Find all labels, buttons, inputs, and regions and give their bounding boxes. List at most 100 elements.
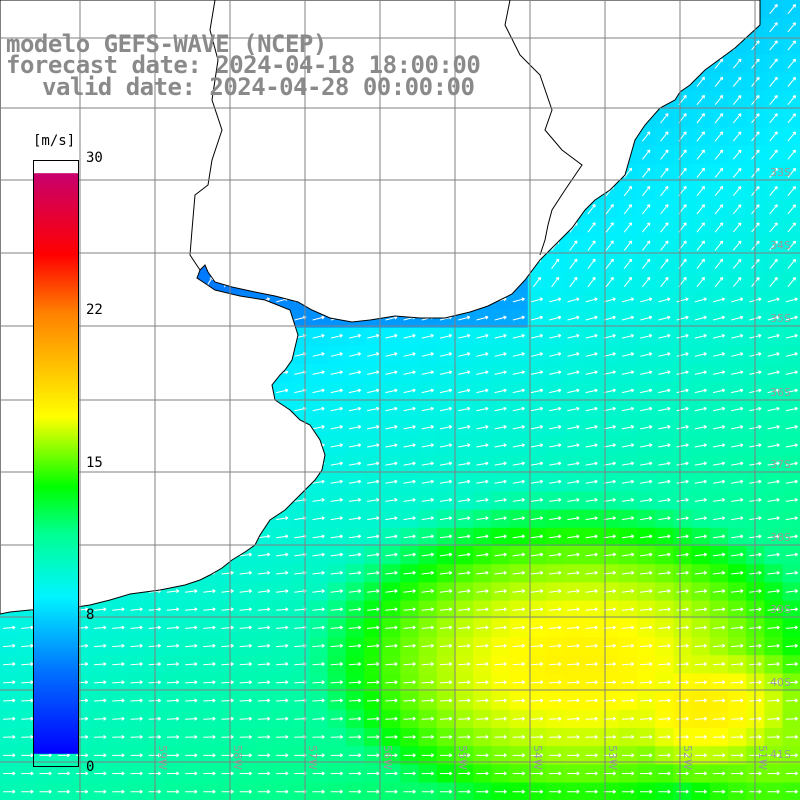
wind-arrow bbox=[348, 352, 362, 357]
wind-arrow bbox=[549, 698, 562, 703]
wind-arrow bbox=[658, 516, 671, 521]
longitude-label: 51W bbox=[756, 745, 769, 770]
wind-arrow bbox=[549, 753, 562, 758]
wind-arrow bbox=[694, 352, 707, 357]
wind-arrow bbox=[21, 662, 34, 667]
wind-arrow bbox=[585, 771, 598, 776]
wind-arrow bbox=[660, 167, 669, 178]
wind-arrow bbox=[785, 589, 799, 594]
wind-arrow bbox=[403, 589, 416, 594]
wind-arrow bbox=[494, 662, 507, 667]
wind-arrow bbox=[458, 370, 471, 375]
wind-arrow bbox=[530, 698, 544, 703]
wind-arrow bbox=[785, 443, 798, 448]
wind-arrow bbox=[75, 771, 89, 776]
wind-arrow bbox=[21, 698, 34, 703]
wind-arrow bbox=[603, 388, 616, 394]
wind-arrow bbox=[112, 771, 125, 776]
wind-arrow bbox=[567, 406, 580, 412]
wind-arrow bbox=[221, 570, 234, 575]
wind-arrow bbox=[166, 589, 180, 594]
latitude-label: 38S bbox=[770, 531, 791, 544]
wind-arrow bbox=[276, 680, 289, 685]
wind-arrow bbox=[494, 570, 507, 575]
wind-arrow bbox=[585, 607, 598, 612]
wind-arrow bbox=[439, 662, 453, 667]
wind-arrow bbox=[642, 276, 651, 288]
wind-arrow bbox=[732, 277, 742, 288]
wind-arrow bbox=[785, 370, 798, 375]
wind-arrow bbox=[603, 315, 616, 321]
wind-arrow bbox=[785, 352, 798, 357]
wind-arrow bbox=[458, 607, 471, 612]
wind-arrow bbox=[476, 716, 489, 721]
wind-arrow bbox=[94, 662, 107, 667]
wind-arrow bbox=[731, 497, 744, 502]
wind-arrow bbox=[367, 497, 380, 502]
wind-arrow bbox=[512, 552, 526, 557]
wind-arrow bbox=[367, 570, 380, 575]
wind-arrow bbox=[712, 461, 726, 466]
wind-arrow bbox=[767, 789, 780, 794]
wind-arrow bbox=[712, 333, 726, 339]
wind-arrow bbox=[660, 222, 669, 233]
wind-arrow bbox=[203, 698, 216, 703]
wind-arrow bbox=[731, 425, 744, 430]
wind-arrow bbox=[712, 315, 726, 321]
wind-arrow bbox=[312, 643, 325, 648]
wind-arrow bbox=[476, 698, 489, 703]
wind-arrow bbox=[458, 589, 471, 594]
wind-arrow bbox=[640, 570, 653, 575]
wind-arrow bbox=[549, 680, 562, 685]
wind-arrow bbox=[731, 753, 744, 758]
valid-date: valid date: 2024-04-28 00:00:00 bbox=[42, 73, 475, 101]
wind-arrow bbox=[385, 388, 398, 394]
wind-arrow bbox=[585, 461, 598, 466]
wind-arrow bbox=[567, 516, 580, 521]
wind-arrow bbox=[731, 333, 744, 339]
wind-arrow bbox=[767, 297, 780, 303]
wind-arrow bbox=[257, 662, 271, 667]
wind-arrow bbox=[585, 552, 598, 557]
wind-arrow bbox=[731, 680, 744, 685]
wind-arrow bbox=[530, 443, 544, 448]
wind-arrow bbox=[549, 552, 562, 557]
wind-arrow bbox=[421, 589, 435, 594]
wind-arrow bbox=[694, 425, 707, 430]
wind-arrow bbox=[21, 716, 34, 721]
wind-arrow bbox=[257, 552, 271, 557]
wind-arrow bbox=[712, 662, 726, 667]
wind-arrow bbox=[312, 680, 325, 685]
wind-arrow bbox=[585, 352, 598, 357]
forecast-date: forecast date: 2024-04-18 18:00:00 bbox=[6, 51, 481, 79]
wind-arrow bbox=[257, 734, 271, 739]
wind-arrow bbox=[567, 479, 580, 484]
wind-arrow bbox=[585, 789, 598, 794]
wind-arrow bbox=[769, 131, 778, 142]
wind-arrow bbox=[658, 771, 671, 776]
wind-arrow bbox=[696, 149, 705, 160]
wind-arrow bbox=[494, 680, 507, 685]
wind-arrow bbox=[785, 406, 798, 412]
wind-arrow bbox=[676, 589, 689, 594]
wind-arrow bbox=[476, 625, 489, 630]
wind-arrow bbox=[712, 643, 726, 648]
wind-arrow bbox=[130, 698, 143, 703]
wind-arrow bbox=[587, 276, 596, 288]
wind-arrow bbox=[458, 734, 471, 739]
wind-arrow bbox=[421, 552, 435, 557]
wind-arrow bbox=[676, 570, 689, 575]
wind-arrow bbox=[3, 753, 16, 758]
wind-arrow bbox=[621, 297, 635, 303]
wind-arrow bbox=[458, 406, 471, 412]
wind-arrow bbox=[421, 698, 434, 703]
wind-arrow bbox=[621, 333, 635, 339]
wind-arrow bbox=[75, 753, 89, 758]
wind-arrow bbox=[694, 680, 707, 685]
wind-arrow bbox=[640, 333, 653, 339]
wind-arrow bbox=[458, 461, 471, 466]
wind-arrow bbox=[439, 516, 453, 521]
wind-arrow bbox=[714, 222, 724, 233]
wind-arrow bbox=[676, 734, 689, 739]
colorbar bbox=[33, 160, 79, 767]
